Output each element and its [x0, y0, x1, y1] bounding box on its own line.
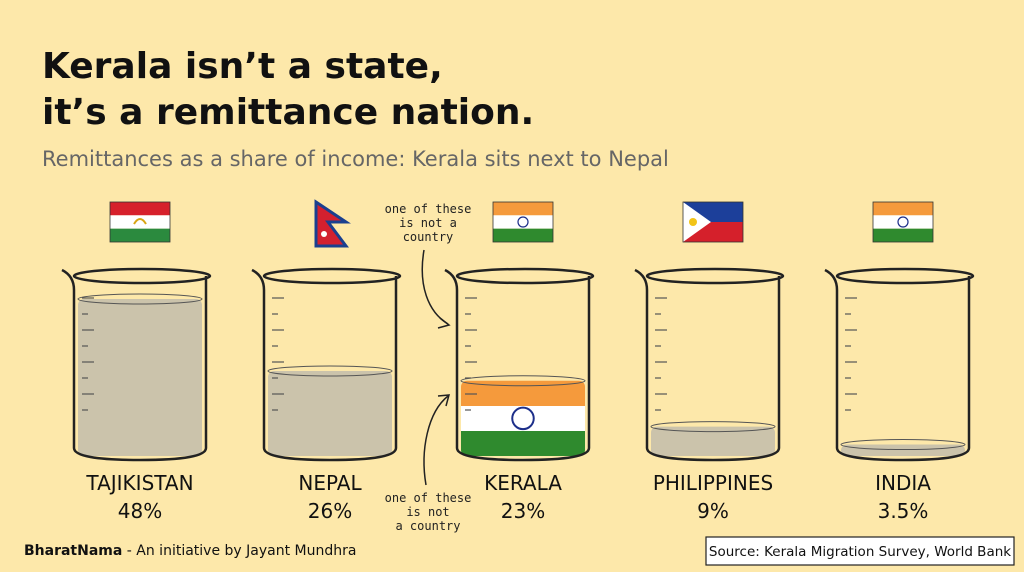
flag [872, 201, 934, 243]
value-label: 26% [308, 499, 352, 523]
beaker [634, 268, 781, 462]
annotation: country [403, 230, 454, 244]
flag-band [873, 228, 933, 242]
flag-crown [133, 218, 147, 225]
beaker-fill [461, 380, 585, 456]
category-label: NEPAL [298, 471, 362, 495]
annotation: is not a [399, 216, 457, 230]
annotation: is not [406, 505, 449, 519]
flag [109, 201, 171, 243]
chart-title: Kerala isn’t a state, [42, 46, 443, 87]
flag-border [109, 201, 171, 243]
category-label: INDIA [875, 471, 931, 495]
flag-band [873, 215, 933, 229]
footer: BharatNama - An initiative by Jayant Mun… [24, 543, 356, 559]
chart-title: it’s a remittance nation. [42, 92, 534, 133]
chart-subtitle: Remittances as a share of income: Kerala… [42, 147, 669, 171]
arrow [423, 395, 449, 486]
arrow-head [437, 317, 451, 329]
brand: BharatNama [24, 543, 122, 559]
flag-chakra [517, 216, 529, 228]
flag [314, 199, 351, 248]
flag-border [682, 201, 744, 243]
source-box [705, 536, 1015, 566]
value-label: 9% [697, 499, 729, 523]
beaker-rim [72, 267, 212, 285]
beaker-fill [651, 426, 775, 456]
fill-surface [840, 439, 966, 451]
beaker-fill [268, 370, 392, 456]
flag-emblem [321, 231, 327, 237]
category-label: KERALA [484, 471, 562, 495]
arrow-head [437, 394, 451, 407]
annotation: one of these [385, 491, 472, 505]
category-label: TAJIKISTAN [85, 471, 193, 495]
beaker-fill [841, 444, 965, 456]
flag-border [872, 201, 934, 243]
beaker-rim [455, 267, 595, 285]
annotation: a country [395, 519, 460, 533]
value-label: 48% [118, 499, 162, 523]
beaker [61, 268, 208, 462]
beaker [444, 268, 591, 462]
fill-surface [650, 421, 776, 433]
footer-text: - An initiative by Jayant Mundhra [122, 543, 356, 559]
flag-chakra [897, 216, 909, 228]
flag-band [493, 215, 553, 229]
annotation-arrows [421, 249, 451, 486]
beaker-rim [835, 267, 975, 285]
value-label: 3.5% [878, 499, 929, 523]
beaker [824, 268, 971, 462]
flag-band [110, 215, 170, 229]
beaker-rim [262, 267, 402, 285]
flag [492, 201, 554, 243]
category-label: PHILIPPINES [653, 471, 773, 495]
annotation: one of these [385, 202, 472, 216]
flag-band [873, 202, 933, 216]
beaker [251, 268, 398, 462]
flag-sun [689, 218, 697, 226]
fill-surface [77, 293, 203, 305]
source: Source: Kerala Migration Survey, World B… [709, 544, 1011, 560]
flag-band [110, 228, 170, 242]
flag-band [110, 202, 170, 216]
flag-band [493, 202, 553, 216]
value-label: 23% [501, 499, 545, 523]
fill-surface [267, 365, 393, 377]
chakra [511, 406, 535, 431]
flag-band [493, 228, 553, 242]
beaker-rim [645, 267, 785, 285]
beaker-fill [78, 299, 202, 456]
fill-surface [460, 375, 586, 387]
flag-border [492, 201, 554, 243]
flag [682, 201, 744, 243]
